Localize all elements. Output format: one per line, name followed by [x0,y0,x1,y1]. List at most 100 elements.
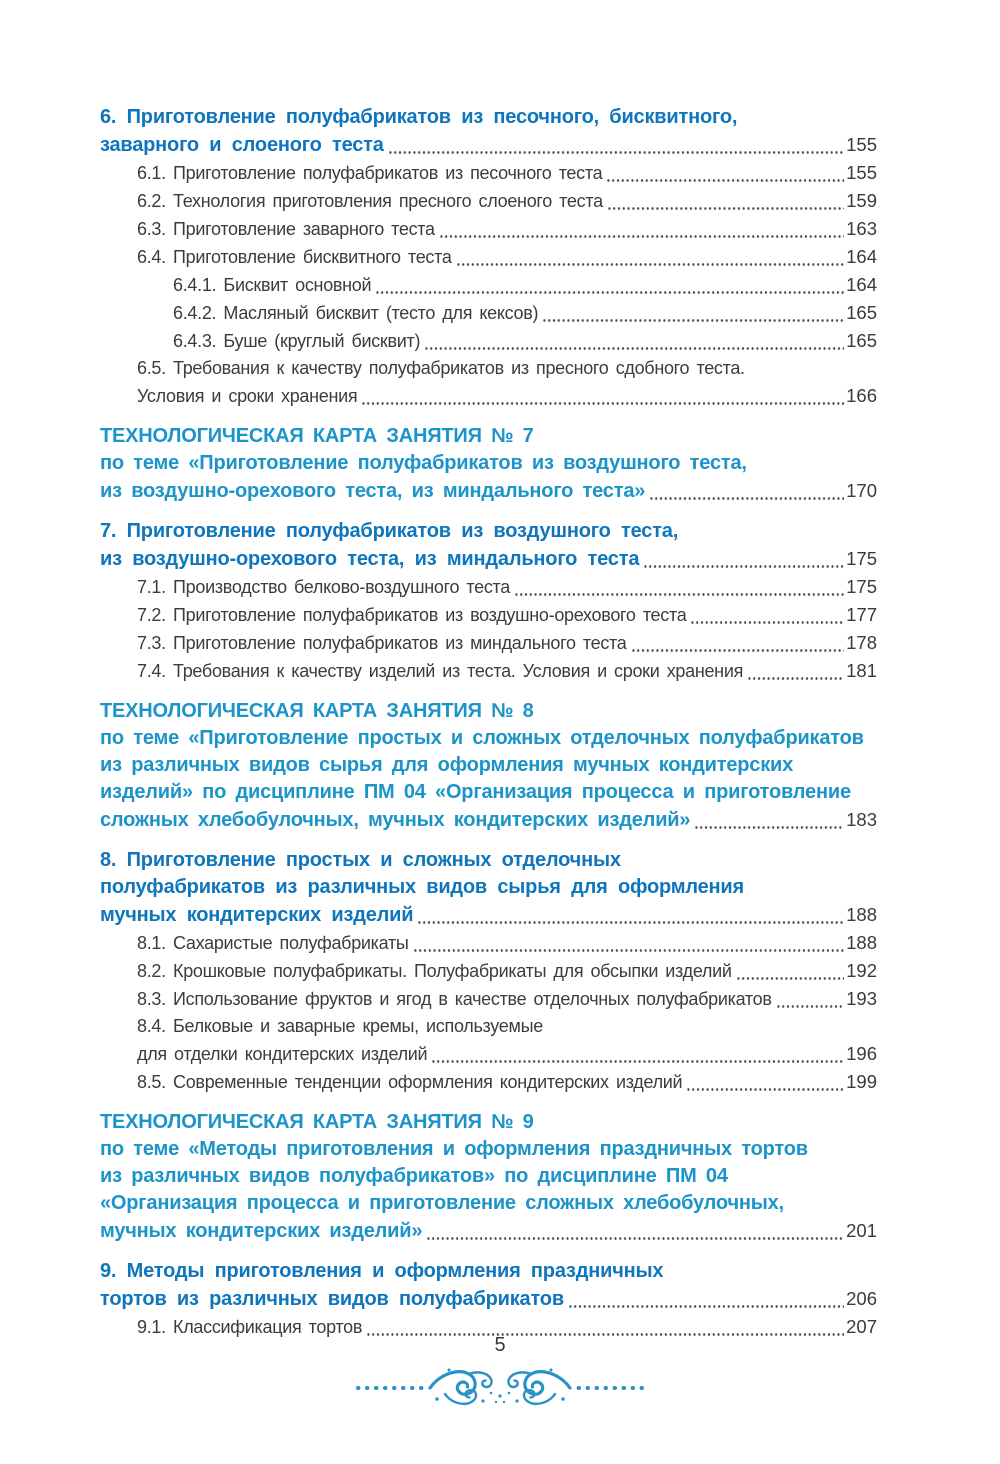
toc-entry-title: 8.3. Использование фруктов и ягод в каче… [137,989,772,1009]
toc-entry-title: «Организация процесса и приготовление сл… [100,1192,784,1214]
dot-leader [735,977,845,980]
toc-entry-title: 7.2. Приготовление полуфабрикатов из воз… [137,605,687,625]
dot-leader [606,207,845,210]
page-ref: 164 [846,246,877,267]
toc-entry-title: полуфабрикатов из различных видов сырья … [100,876,744,898]
toc-entry-title: 8.1. Сахаристые полуфабрикаты [137,933,409,953]
toc-line: 7.4. Требования к качеству изделий из те… [137,657,877,685]
dot-leader [775,1005,845,1008]
toc-line: 9. Методы приготовления и оформления пра… [100,1258,877,1285]
toc-entry: 8.5. Современные тенденции оформления ко… [100,1068,877,1096]
page-ref: 188 [846,932,877,953]
toc-entry-title: 6. Приготовление полуфабрикатов из песоч… [100,106,738,128]
toc-entry-title: тортов из различных видов полуфабрикатов [100,1288,564,1310]
toc-entry: 7.4. Требования к качеству изделий из те… [100,657,877,685]
page-ref: 170 [846,480,877,501]
toc-line: 8.2. Крошковые полуфабрикаты. Полуфабрик… [137,957,877,985]
toc-entry-title: 6.1. Приготовление полуфабрикатов из пес… [137,163,603,183]
toc-entry-title: ТЕХНОЛОГИЧЕСКАЯ КАРТА ЗАНЯТИЯ № 7 [100,425,534,447]
toc-entry-title: 8.2. Крошковые полуфабрикаты. Полуфабрик… [137,961,732,981]
page-ref: 196 [846,1043,877,1064]
toc-entry-title: 6.4. Приготовление бисквитного теста [137,247,452,267]
toc-entry-title: 9. Методы приготовления и оформления пра… [100,1260,664,1282]
toc-entry-title: по теме «Приготовление простых и сложных… [100,727,864,749]
page-ref: 192 [846,960,877,981]
dot-leader [361,402,845,405]
dot-leader [513,593,845,596]
toc-entry: 6.2. Технология приготовления пресного с… [100,187,877,215]
toc-entry: 9. Методы приготовления и оформления пра… [100,1258,877,1313]
toc-entry: ТЕХНОЛОГИЧЕСКАЯ КАРТА ЗАНЯТИЯ № 7 по теме… [100,423,877,505]
page-ref: 201 [846,1220,877,1241]
toc-entry-title: 6.4.3. Буше (круглый бисквит) [173,331,421,351]
toc-entry-title: из воздушно-орехового теста, из миндальн… [100,480,646,502]
toc-line: 6.4.1. Бисквит основной 164 [173,271,877,299]
dot-leader [375,291,845,294]
page-ref: 175 [846,576,877,597]
toc-entry-title: изделий» по дисциплине ПМ 04 «Организаци… [100,781,851,803]
toc-entry-title: ТЕХНОЛОГИЧЕСКАЯ КАРТА ЗАНЯТИЯ № 9 [100,1111,534,1133]
dot-leader [694,826,845,829]
page-ref: 155 [846,162,877,183]
toc-line: из воздушно-орехового теста, из миндальн… [100,477,877,505]
toc-entry-title: 9.1. Классификация тортов [137,1317,363,1337]
page-ref: 193 [846,988,877,1009]
toc-entry: 7.2. Приготовление полуфабрикатов из воз… [100,601,877,629]
toc-entry-title: заварного и слоеного теста [100,134,384,156]
dot-leader [567,1305,845,1308]
toc-entry-title: мучных кондитерских изделий [100,904,414,926]
toc-entry: 6.4.1. Бисквит основной 164 [100,271,877,299]
toc-entry-title: для отделки кондитерских изделий [137,1044,428,1064]
toc-line: мучных кондитерских изделий 188 [100,901,877,929]
toc-entry: 6.4. Приготовление бисквитного теста 164 [100,243,877,271]
toc-line: 6.2. Технология приготовления пресного с… [137,187,877,215]
toc-entry-title: из различных видов полуфабрикатов» по ди… [100,1165,728,1187]
dot-leader [366,1333,845,1336]
toc-entry: 6. Приготовление полуфабрикатов из песоч… [100,104,877,159]
toc-entry-title: 7.4. Требования к качеству изделий из те… [137,661,744,681]
toc-entry-title: Условия и сроки хранения [137,386,358,406]
dot-leader [690,621,845,624]
toc-entry-title: 7.1. Производство белково-воздушного тес… [137,577,510,597]
toc-line: 7.1. Производство белково-воздушного тес… [137,573,877,601]
page-ref: 199 [846,1071,877,1092]
page-ref: 165 [846,302,877,323]
toc-entry: 6.1. Приготовление полуфабрикатов из пес… [100,159,877,187]
page-ref: 166 [846,385,877,406]
toc-entry-title: 6.5. Требования к качеству полуфабрикато… [137,358,745,378]
toc-line: 8.4. Белковые и заварные кремы, использу… [137,1013,877,1040]
toc-entry-title: 7. Приготовление полуфабрикатов из возду… [100,520,679,542]
toc-entry-title: 6.4.2. Масляный бисквит (тесто для кексо… [173,303,539,323]
toc-line: 6.3. Приготовление заварного теста 163 [137,215,877,243]
toc-entry: 6.3. Приготовление заварного теста 163 [100,215,877,243]
toc-line: по теме «Методы приготовления и оформлен… [100,1136,877,1163]
dot-leader [438,235,845,238]
toc-entry-title: 8.5. Современные тенденции оформления ко… [137,1072,683,1092]
toc: 6. Приготовление полуфабрикатов из песоч… [100,104,877,1341]
toc-line: полуфабрикатов из различных видов сырья … [100,874,877,901]
toc-line: ТЕХНОЛОГИЧЕСКАЯ КАРТА ЗАНЯТИЯ № 8 [100,698,877,725]
toc-entry-title: сложных хлебобулочных, мучных кондитерск… [100,809,691,831]
toc-line: «Организация процесса и приготовление сл… [100,1190,877,1217]
toc-line: мучных кондитерских изделий» 201 [100,1217,877,1245]
toc-entry: 8.3. Использование фруктов и ягод в каче… [100,985,877,1013]
toc-entry: 6.4.2. Масляный бисквит (тесто для кексо… [100,299,877,327]
dot-leader [431,1060,845,1063]
toc-line: 6.4.3. Буше (круглый бисквит) 165 [173,327,877,355]
toc-line: 7.3. Приготовление полуфабрикатов из мин… [137,629,877,657]
dot-leader [387,151,845,154]
toc-entry: ТЕХНОЛОГИЧЕСКАЯ КАРТА ЗАНЯТИЯ № 9 по теме… [100,1109,877,1245]
page-ref: 175 [846,548,877,569]
page-ref: 177 [846,604,877,625]
toc-entry: 7.3. Приготовление полуфабрикатов из мин… [100,629,877,657]
toc-line: 6.4.2. Масляный бисквит (тесто для кексо… [173,299,877,327]
toc-entry-title: 6.2. Технология приготовления пресного с… [137,191,603,211]
toc-entry-title: 8. Приготовление простых и сложных отдел… [100,849,621,871]
page-ref: 163 [846,218,877,239]
toc-entry: 8. Приготовление простых и сложных отдел… [100,847,877,929]
toc-entry-title: 6.3. Приготовление заварного теста [137,219,435,239]
toc-line: 8.1. Сахаристые полуфабрикаты 188 [137,929,877,957]
toc-entry-title: 8.4. Белковые и заварные кремы, использу… [137,1016,543,1036]
dot-leader [630,649,845,652]
toc-entry: 7. Приготовление полуфабрикатов из возду… [100,518,877,573]
